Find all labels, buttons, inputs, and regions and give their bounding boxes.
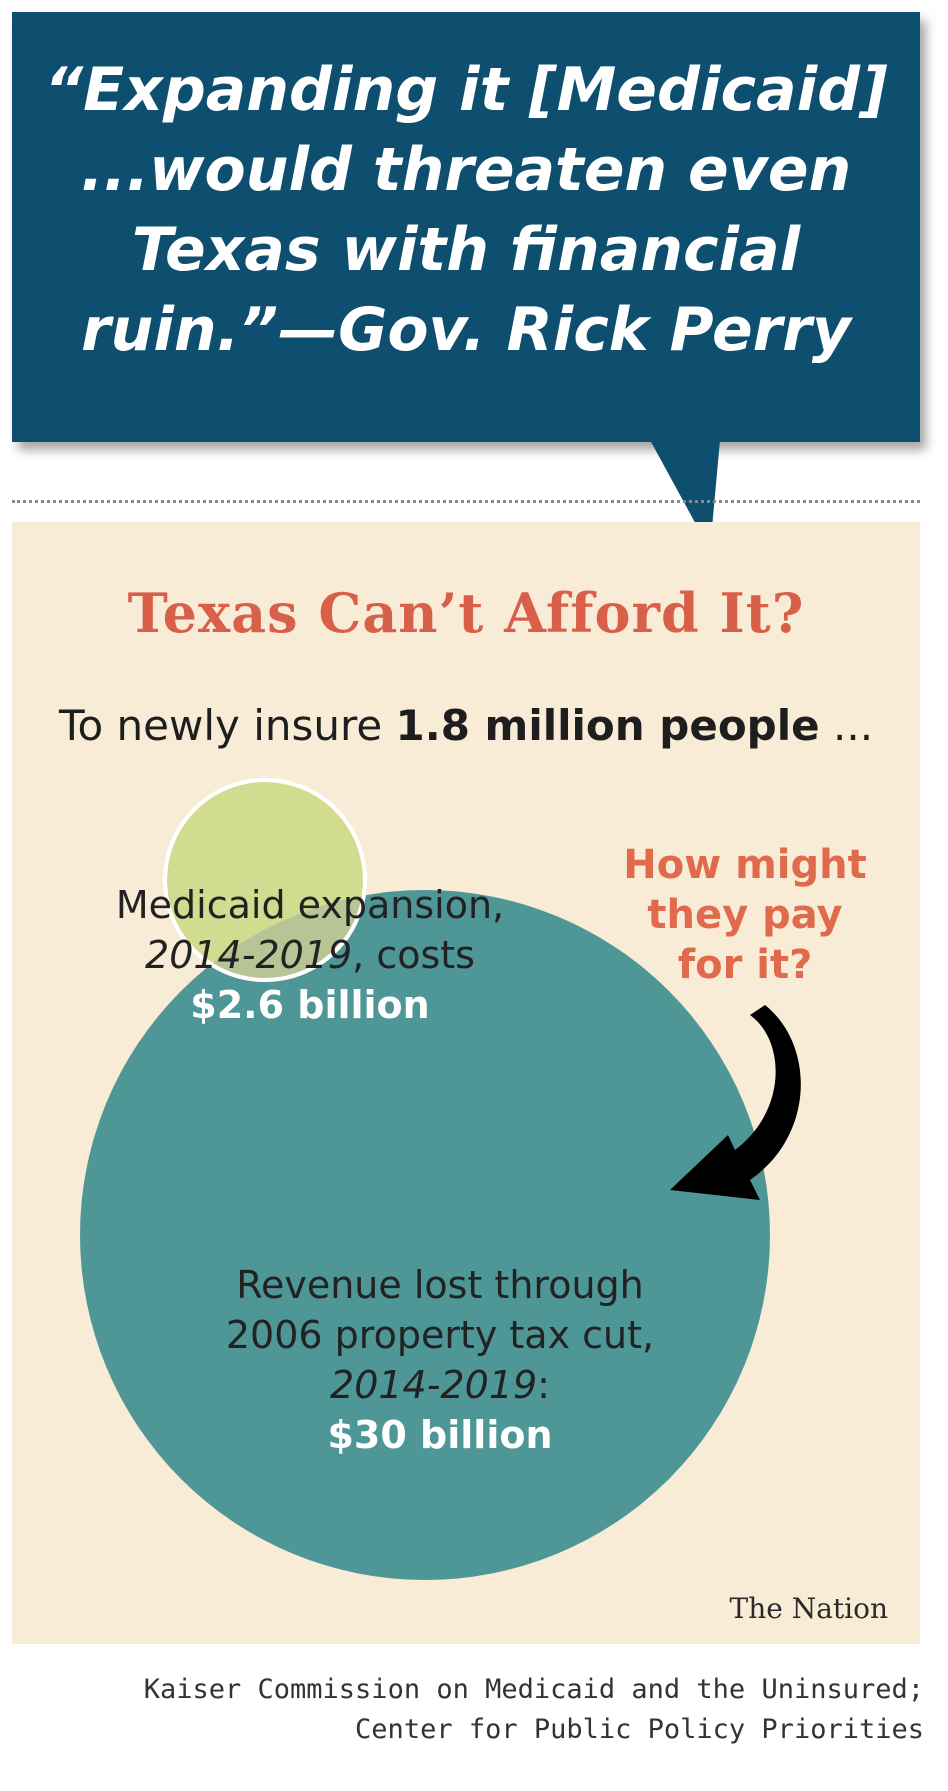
subline-suffix: ... (819, 701, 874, 750)
curved-arrow-icon (670, 1005, 801, 1200)
medicaid-line2: 2014-2019, costs (100, 930, 520, 980)
quote-line: ...would threaten even (80, 135, 852, 205)
medicaid-cost-label: Medicaid expansion, 2014-2019, costs $2.… (100, 880, 520, 1030)
revenue-period: 2014-2019 (330, 1363, 538, 1407)
source-credit: Kaiser Commission on Medicaid and the Un… (44, 1670, 924, 1750)
pay-question: How might they pay for it? (610, 840, 880, 990)
quote-line: Texas with financial (131, 215, 801, 285)
quote-line: “Expanding it [Medicaid] (44, 55, 888, 125)
headline: Texas Can’t Afford It? (127, 581, 805, 645)
revenue-amount: $30 billion (327, 1413, 553, 1457)
revenue-lost-label: Revenue lost through 2006 property tax c… (160, 1260, 720, 1460)
quote-box (12, 12, 920, 442)
revenue-line1: Revenue lost through (236, 1263, 644, 1307)
question-line: How might (623, 842, 867, 888)
medicaid-circle-group (163, 778, 367, 982)
subline: To newly insure 1.8 million people ... (12, 700, 920, 752)
perry-quote: “Expanding it [Medicaid] ...would threat… (12, 50, 920, 370)
revenue-line2: 2006 property tax cut, (225, 1313, 655, 1357)
revenue-line3: 2014-2019: (160, 1360, 720, 1410)
source-line: Kaiser Commission on Medicaid and the Un… (143, 1674, 924, 1705)
revenue-after-period: : (537, 1363, 550, 1407)
medicaid-period: 2014-2019 (145, 933, 353, 977)
dotted-divider (12, 500, 920, 503)
quote-line: ruin.”—Gov. Rick Perry (81, 295, 851, 365)
medicaid-amount: $2.6 billion (190, 983, 430, 1027)
brand-credit: The Nation (729, 1592, 888, 1625)
medicaid-line1: Medicaid expansion, (115, 883, 505, 927)
subline-prefix: To newly insure (58, 701, 396, 750)
source-line: Center for Public Policy Priorities (355, 1714, 924, 1745)
medicaid-after-period: , costs (352, 933, 475, 977)
subline-bold: 1.8 million people (395, 701, 820, 750)
question-line: for it? (677, 942, 813, 988)
revenue-circle (80, 890, 770, 1580)
question-line: they pay (647, 892, 843, 938)
